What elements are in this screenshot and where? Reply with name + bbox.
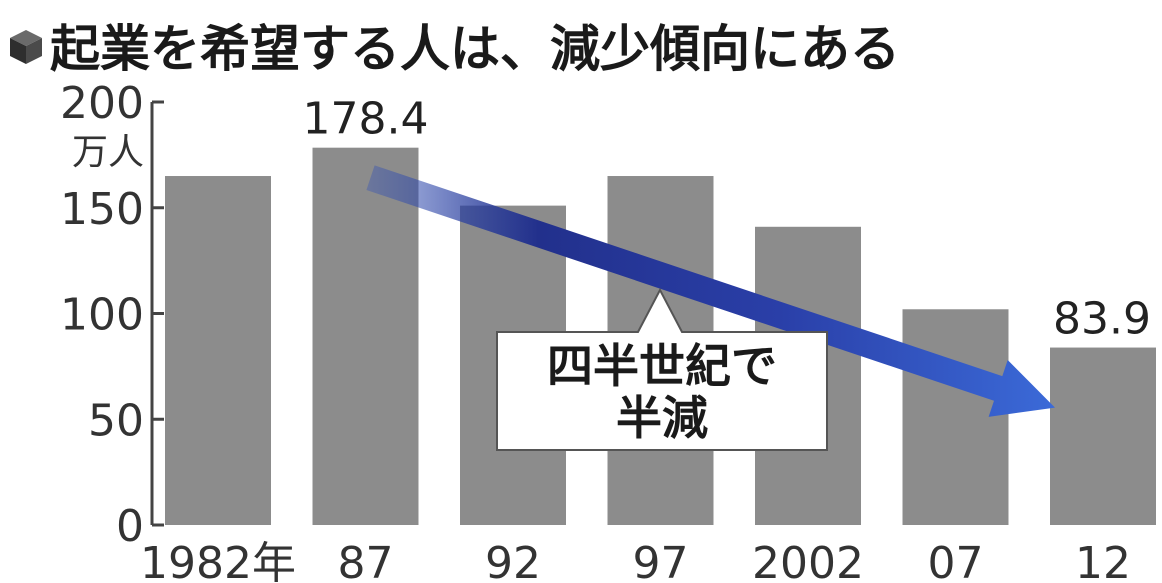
bar-1	[312, 147, 419, 525]
x-tick-label-6: 12	[1075, 538, 1131, 583]
chart-title-group: 起業を希望する人は、減少傾向にある	[10, 20, 900, 78]
bar-0	[165, 176, 271, 525]
y-tick-label-4: 200	[60, 78, 144, 129]
x-tick-label-4: 2002	[752, 538, 864, 583]
title-bullet-icon	[10, 30, 42, 64]
data-label-6: 83.9	[1053, 294, 1151, 345]
y-tick-label-0: 0	[116, 501, 144, 552]
data-label-1: 178.4	[303, 94, 429, 145]
callout-line-2: 半減	[616, 391, 708, 445]
callout-line-1: 四半世紀で	[547, 339, 777, 393]
bar-6	[1050, 347, 1156, 525]
callout-box	[496, 287, 828, 451]
chart-title: 起業を希望する人は、減少傾向にある	[50, 20, 900, 78]
x-tick-label-1: 87	[338, 538, 394, 583]
x-tick-label-2: 92	[485, 538, 541, 583]
bar-5	[902, 309, 1009, 525]
y-tick-label-2: 100	[60, 290, 144, 341]
x-tick-label-0: 1982年	[140, 538, 296, 583]
x-tick-label-5: 07	[928, 538, 984, 583]
y-unit-label: 万人	[72, 132, 144, 173]
x-tick-label-3: 97	[633, 538, 689, 583]
y-tick-label-1: 50	[88, 395, 144, 446]
y-tick-label-3: 150	[60, 184, 144, 235]
trend-arrow	[366, 165, 1055, 417]
